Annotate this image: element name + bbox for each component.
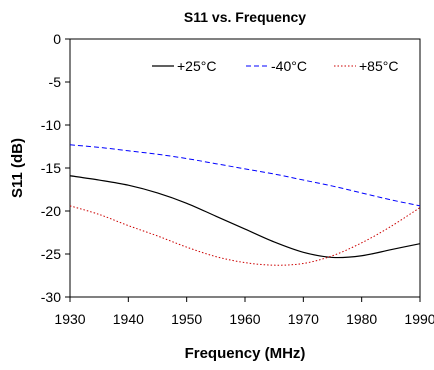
x-tick-label: 1950 [171,311,202,327]
series-line-1 [69,144,421,207]
chart-title: S11 vs. Frequency [184,9,306,25]
y-tick-label: -25 [41,246,61,262]
x-tick-label: 1960 [229,311,260,327]
x-tick-label: 1980 [346,311,377,327]
legend-label-1: -40°C [271,58,307,74]
y-tick-label: -5 [49,74,62,90]
plot-area [69,38,421,298]
plot-border [69,38,421,298]
series-line-0 [69,175,421,259]
x-axis-ticks: 1930 1940 1950 1960 1970 1980 1990 [54,297,434,327]
y-axis-ticks: 0 -5 -10 -15 -20 -25 -30 [41,31,70,305]
legend-label-2: +85°C [359,58,398,74]
x-tick-label: 1930 [54,311,85,327]
y-tick-label: -10 [41,117,61,133]
x-tick-label: 1940 [113,311,144,327]
series-layer [69,144,421,266]
y-tick-label: -30 [41,289,61,305]
legend: +25°C -40°C +85°C [152,58,398,74]
y-tick-label: 0 [53,31,61,47]
series-line-2 [69,205,421,266]
x-axis-title: Frequency (MHz) [185,345,306,362]
x-tick-label: 1970 [288,311,319,327]
x-tick-label: 1990 [404,311,434,327]
y-tick-label: -15 [41,160,61,176]
y-axis-title: S11 (dB) [9,138,26,198]
legend-label-0: +25°C [177,58,216,74]
y-tick-label: -20 [41,203,61,219]
